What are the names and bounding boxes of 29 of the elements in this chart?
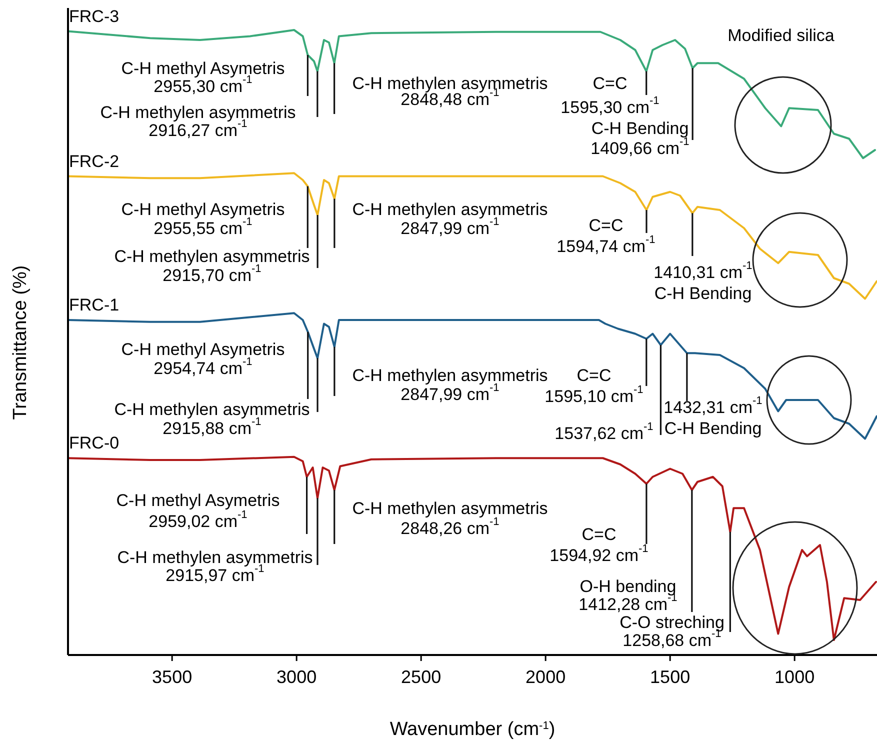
annotation: C-H methylen asymmetris 2848,48 cm$^{-1}$: [352, 74, 548, 108]
x-tick-label: 3500: [152, 667, 192, 687]
annotation: C=C 1594,92 cm$^{-1}$: [550, 524, 648, 564]
annotation: C=C 1595,30 cm$^{-1}$: [560, 74, 660, 116]
annotation: C-H methylen asymmetris 2847,99 cm$^{-1}$: [352, 200, 548, 238]
annotation: C-H methylen asymmetris 2915,70 cm$^{-1}$: [114, 246, 310, 284]
series-label: FRC-2: [69, 152, 120, 171]
series-label: FRC-3: [69, 6, 120, 26]
annotation: C-H methyl Asymetris 2955,30 cm$^{-1}$: [121, 58, 285, 96]
annotation: 1432,31 cm$^{-1}$ C-H Bending: [664, 395, 762, 438]
x-tick-label: 2000: [526, 667, 566, 687]
x-tick-label: 1500: [650, 667, 690, 687]
y-axis-title: Transmittance (%): [10, 265, 30, 420]
annotation: C-H methyl Asymetris 2959,02 cm$^{-1}$: [116, 490, 280, 530]
annotation: 1410,31 cm$^{-1}$ C-H Bending: [654, 260, 752, 302]
annotation: C-H methylen asymmetris 2848,26 cm$^{-1}$: [352, 498, 548, 538]
annotation: C=C 1594,74 cm$^{-1}$: [556, 216, 656, 256]
annotation: C-H methylen asymmetris 2915,97 cm$^{-1}$: [117, 548, 313, 584]
annotation: Modified silica: [728, 26, 835, 44]
x-tick-label: 3000: [276, 667, 317, 687]
series-label: FRC-1: [69, 296, 120, 314]
x-tick-label: 1000: [774, 667, 815, 687]
x-tick-label: 2500: [401, 667, 442, 687]
annotation: 1537,62 cm$^{-1}$: [554, 421, 654, 442]
annotation: C-H methyl Asymetris 2955,55 cm$^{-1}$: [121, 200, 285, 238]
annotation: C-H methylen asymmetris 2916,27 cm$^{-1}$: [100, 102, 296, 140]
annotation: C-H Bending 1409,66 cm$^{-1}$: [590, 118, 690, 158]
annotation: C-H methyl Asymetris 2954,74 cm$^{-1}$: [121, 340, 285, 378]
x-axis-title: Wavenumber (cm$^{-1}$): [390, 719, 556, 740]
